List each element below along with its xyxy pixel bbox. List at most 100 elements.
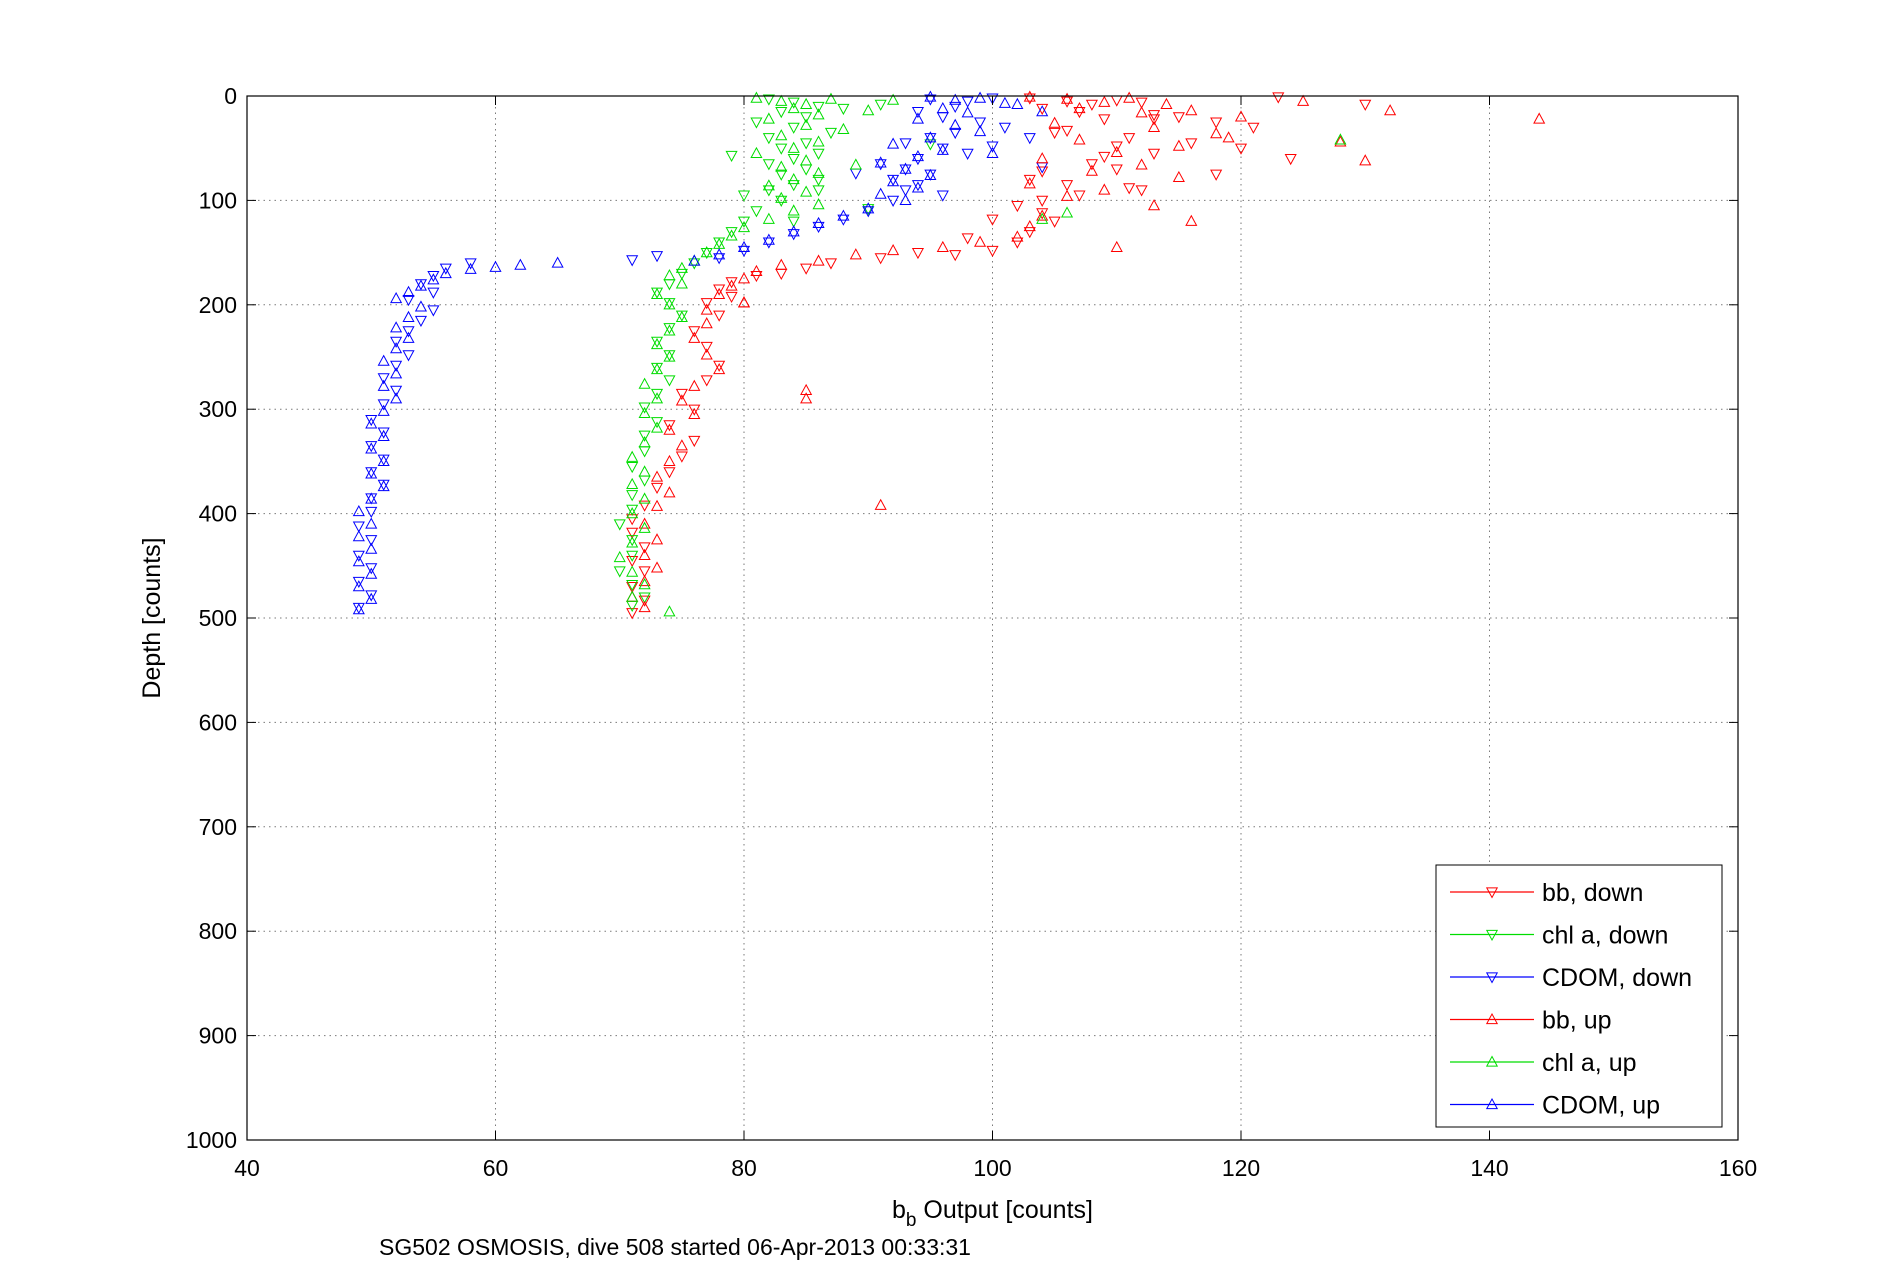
- data-point: [626, 535, 639, 547]
- x-tick-label: 100: [973, 1155, 1011, 1181]
- data-point: [1110, 240, 1123, 253]
- data-point: [725, 291, 738, 303]
- data-point: [613, 550, 626, 563]
- data-point: [638, 436, 651, 448]
- data-point: [365, 542, 378, 554]
- data-point: [750, 206, 763, 218]
- data-point: [899, 185, 912, 197]
- data-point: [750, 117, 763, 129]
- data-point: [626, 579, 639, 592]
- data-point: [675, 451, 688, 463]
- data-point: [1011, 200, 1024, 213]
- data-point: [402, 310, 415, 322]
- data-point: [1098, 151, 1111, 164]
- data-point: [837, 122, 850, 135]
- data-point: [1036, 152, 1049, 164]
- data-point: [377, 429, 390, 441]
- data-point: [961, 233, 974, 245]
- data-point: [700, 246, 713, 258]
- data-point: [911, 181, 925, 193]
- data-point: [613, 566, 626, 578]
- legend-box: [1435, 864, 1723, 1128]
- y-tick-label: 800: [199, 918, 237, 944]
- data-point: [986, 93, 999, 105]
- data-point: [800, 263, 813, 275]
- data-point: [775, 191, 788, 203]
- data-point: [675, 439, 688, 451]
- data-point: [700, 303, 713, 315]
- data-point: [899, 138, 912, 150]
- data-point: [775, 160, 788, 172]
- data-point: [961, 106, 974, 118]
- data-point: [626, 608, 639, 620]
- data-point: [986, 146, 999, 159]
- data-point: [800, 112, 813, 124]
- legend-label: bb, up: [1542, 1007, 1612, 1035]
- data-point: [700, 247, 713, 260]
- data-point: [812, 185, 825, 197]
- data-marks: [352, 90, 1546, 620]
- data-point: [1060, 180, 1074, 192]
- data-point: [365, 517, 378, 529]
- data-point: [1135, 97, 1148, 109]
- data-point: [1023, 219, 1036, 232]
- data-point: [489, 260, 502, 272]
- legend-marker: [1485, 929, 1499, 942]
- data-point: [439, 263, 452, 275]
- data-point: [812, 108, 825, 120]
- data-point: [613, 519, 626, 531]
- data-point: [638, 592, 651, 604]
- data-point: [1172, 170, 1185, 183]
- data-point: [414, 315, 428, 328]
- data-point: [1023, 93, 1036, 105]
- data-point: [377, 479, 390, 492]
- data-point: [675, 268, 688, 281]
- data-point: [688, 258, 701, 270]
- data-point: [713, 284, 726, 296]
- data-point: [775, 169, 788, 181]
- data-point: [862, 206, 875, 218]
- data-point: [700, 375, 713, 387]
- data-point: [750, 146, 763, 159]
- data-point: [1060, 125, 1074, 137]
- data-point: [352, 530, 365, 542]
- data-point: [663, 486, 676, 498]
- data-point: [762, 94, 775, 106]
- data-point: [800, 392, 813, 404]
- data-point: [650, 470, 664, 482]
- data-point: [787, 225, 800, 237]
- data-point: [737, 296, 751, 308]
- data-point: [377, 427, 390, 439]
- x-tick-label: 140: [1470, 1155, 1508, 1181]
- data-point: [551, 256, 564, 268]
- data-point: [824, 92, 838, 104]
- data-point: [352, 576, 365, 589]
- data-point: [638, 465, 651, 477]
- data-point: [675, 310, 688, 322]
- y-tick-label: 0: [224, 83, 237, 109]
- data-point: [365, 506, 378, 519]
- data-point: [787, 172, 800, 185]
- data-point: [1085, 164, 1098, 176]
- legend-marker: [1485, 887, 1499, 899]
- data-point: [663, 269, 676, 281]
- data-point: [650, 337, 664, 350]
- data-point: [1110, 164, 1123, 176]
- y-tick-label: 500: [199, 605, 237, 631]
- data-point: [887, 243, 900, 256]
- data-point: [911, 154, 925, 166]
- data-point: [390, 336, 403, 348]
- data-point: [1359, 99, 1372, 111]
- data-point: [949, 127, 962, 140]
- data-point: [402, 350, 415, 362]
- data-point: [800, 97, 813, 109]
- data-point: [800, 383, 813, 396]
- data-point: [439, 266, 452, 279]
- data-point: [1110, 141, 1123, 153]
- data-point: [427, 287, 440, 299]
- y-tick-label: 200: [199, 292, 237, 318]
- data-point: [390, 392, 403, 404]
- data-point: [663, 375, 676, 387]
- data-point: [675, 277, 688, 289]
